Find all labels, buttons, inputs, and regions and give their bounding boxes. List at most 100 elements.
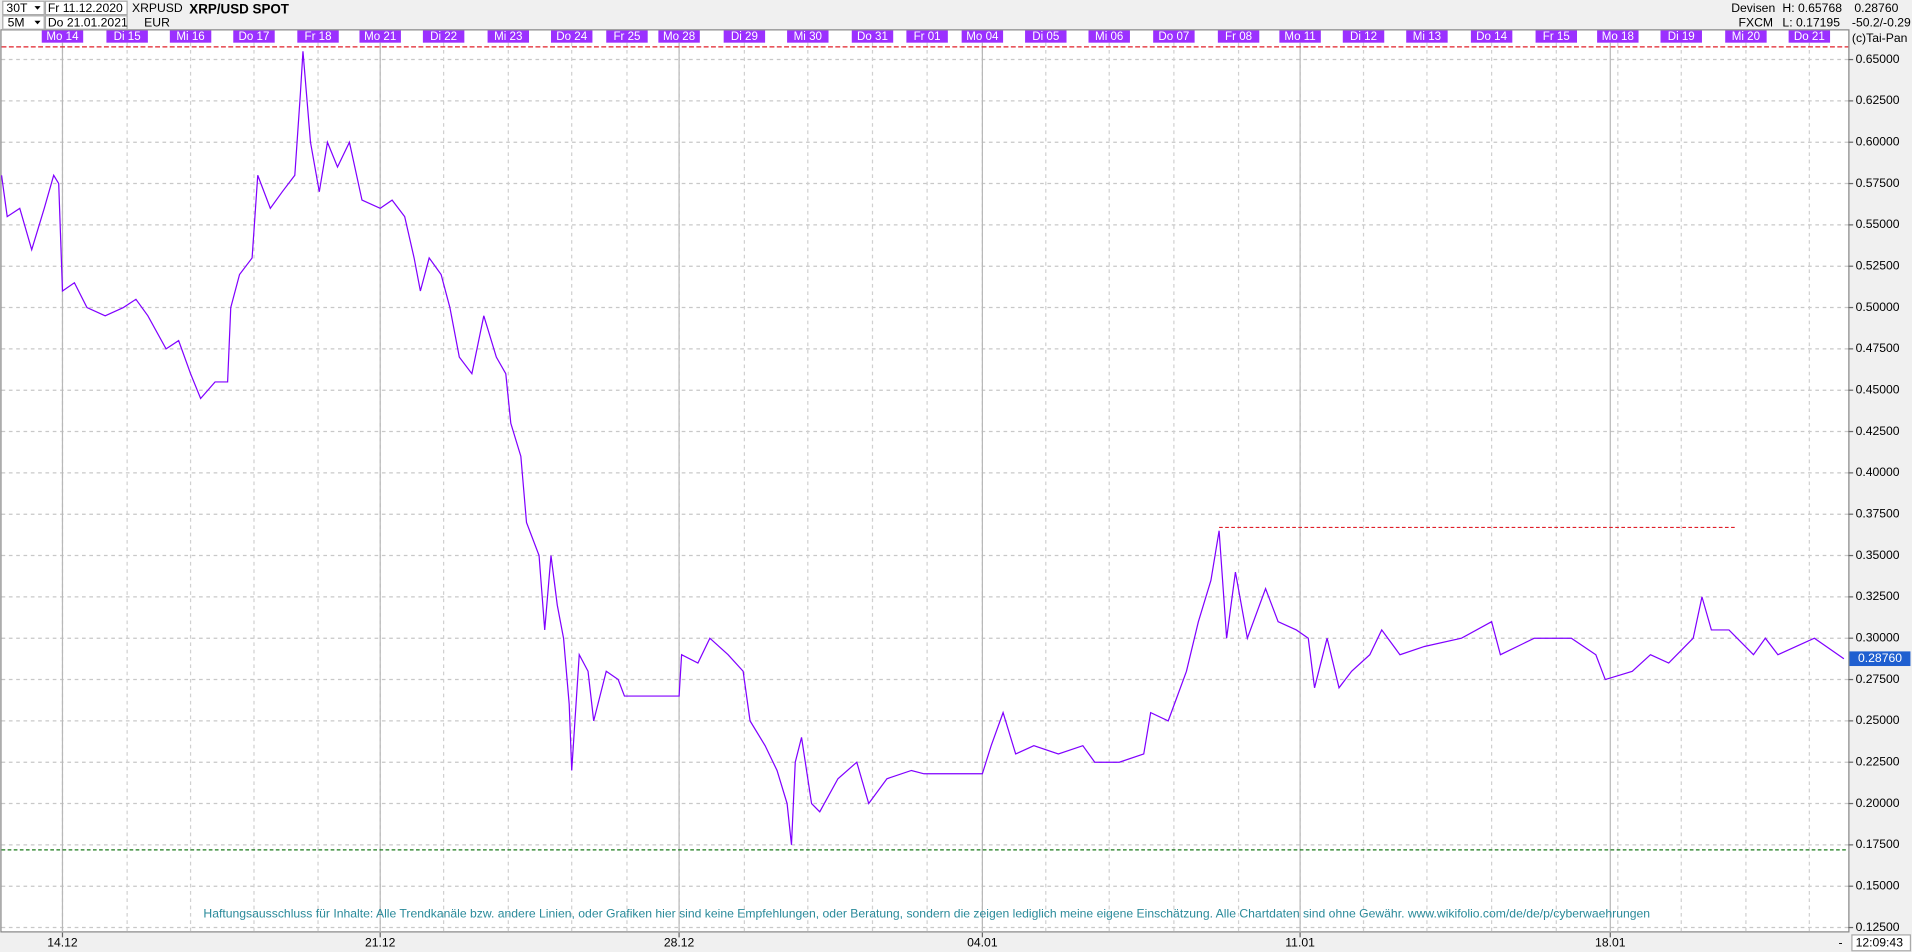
y-tick-label: 0.45000 bbox=[1856, 382, 1900, 396]
day-label-box bbox=[1217, 30, 1260, 43]
day-label: Mo 21 bbox=[364, 31, 396, 43]
day-label: Fr 08 bbox=[1225, 31, 1252, 43]
day-label: Mo 18 bbox=[1602, 31, 1634, 43]
corner-mark: - bbox=[1839, 936, 1843, 950]
x-tick-label: 28.12 bbox=[664, 936, 695, 950]
day-label: Mi 13 bbox=[1413, 31, 1441, 43]
day-label-box bbox=[851, 30, 894, 43]
start-date: Fr 11.12.2020 bbox=[48, 1, 123, 15]
day-label: Mo 28 bbox=[663, 31, 695, 43]
day-label: Fr 01 bbox=[914, 31, 941, 43]
x-tick-label: 04.01 bbox=[967, 936, 998, 950]
end-date: Do 21.01.2021 bbox=[48, 15, 128, 29]
y-tick-label: 0.17500 bbox=[1856, 837, 1900, 851]
y-tick-label: 0.30000 bbox=[1856, 630, 1900, 644]
day-label-box bbox=[1725, 30, 1767, 43]
day-label-box bbox=[359, 30, 401, 43]
day-label: Mi 20 bbox=[1732, 31, 1760, 43]
x-tick-label: 21.12 bbox=[365, 936, 396, 950]
day-label: Mo 04 bbox=[966, 31, 999, 43]
currency: EUR bbox=[144, 15, 170, 29]
day-label-box bbox=[1535, 30, 1578, 43]
day-label-box bbox=[422, 30, 465, 43]
y-tick-label: 0.27500 bbox=[1856, 672, 1900, 686]
day-label: Fr 25 bbox=[613, 31, 640, 43]
day-label-box bbox=[1342, 30, 1385, 43]
day-label: Mo 14 bbox=[46, 31, 79, 43]
day-label-box bbox=[1788, 30, 1831, 43]
day-label: Do 31 bbox=[857, 31, 888, 43]
day-label: Mi 30 bbox=[794, 31, 822, 43]
symbol: XRPUSD bbox=[132, 1, 183, 15]
day-label-box bbox=[723, 30, 766, 43]
copyright: (c)Tai-Pan bbox=[1852, 31, 1907, 45]
day-label-box bbox=[606, 30, 648, 43]
day-label-box bbox=[169, 30, 212, 43]
interval-box[interactable] bbox=[2, 0, 45, 16]
y-tick-label: 0.35000 bbox=[1856, 548, 1900, 562]
y-tick-label: 0.62500 bbox=[1856, 93, 1900, 107]
y-tick-label: 0.22500 bbox=[1856, 754, 1900, 768]
day-label: Di 15 bbox=[114, 31, 141, 43]
low-label: L: 0.17195 bbox=[1782, 15, 1840, 29]
dropdown-arrow bbox=[34, 20, 41, 25]
y-tick-label: 0.15000 bbox=[1856, 878, 1900, 892]
day-label: Di 19 bbox=[1668, 31, 1695, 43]
day-label-box bbox=[1597, 30, 1639, 43]
day-label: Do 24 bbox=[556, 31, 587, 43]
last-price-box bbox=[1849, 651, 1911, 667]
day-label-box bbox=[106, 30, 148, 43]
last-price-label: 0.28760 bbox=[1858, 651, 1902, 665]
y-tick-label: 0.40000 bbox=[1856, 465, 1900, 479]
day-label-box bbox=[1279, 30, 1321, 43]
x-tick-label: 14.12 bbox=[47, 936, 78, 950]
y-tick-label: 0.32500 bbox=[1856, 589, 1900, 603]
day-label-box bbox=[1470, 30, 1513, 43]
time: 12:09:43 bbox=[1856, 936, 1904, 950]
y-tick-label: 0.57500 bbox=[1856, 176, 1900, 190]
day-label-box bbox=[906, 30, 948, 43]
day-label-box bbox=[1088, 30, 1130, 43]
y-tick-label: 0.20000 bbox=[1856, 796, 1900, 810]
start-box bbox=[44, 0, 128, 16]
y-tick-label: 0.47500 bbox=[1856, 341, 1900, 355]
interval: 30T bbox=[6, 1, 28, 15]
time-box bbox=[1851, 934, 1912, 952]
y-tick-label: 0.65000 bbox=[1856, 52, 1900, 66]
day-label-box bbox=[1406, 30, 1448, 43]
dropdown-arrow bbox=[34, 6, 41, 10]
day-label-box bbox=[297, 30, 339, 43]
y-tick-label: 0.37500 bbox=[1856, 506, 1900, 520]
day-label-box bbox=[550, 30, 593, 43]
high-label: H: 0.65768 bbox=[1782, 1, 1842, 15]
day-label: Do 21 bbox=[1794, 31, 1825, 43]
day-label-box bbox=[961, 30, 1004, 43]
day-label: Fr 15 bbox=[1543, 31, 1570, 43]
day-label-box bbox=[1025, 30, 1067, 43]
source: FXCM bbox=[1739, 15, 1773, 29]
change: -50.2/-0.29 bbox=[1852, 15, 1911, 29]
day-label: Do 07 bbox=[1158, 31, 1189, 43]
chart-title: XRP/USD SPOT bbox=[189, 1, 290, 16]
day-label: Mo 11 bbox=[1284, 31, 1315, 43]
day-label-box bbox=[1153, 30, 1195, 43]
plot-area bbox=[0, 29, 1850, 933]
y-tick-label: 0.50000 bbox=[1856, 300, 1900, 314]
day-label: Fr 18 bbox=[305, 31, 332, 43]
day-label: Di 22 bbox=[430, 31, 457, 43]
day-label-box bbox=[41, 30, 84, 43]
day-label: Di 29 bbox=[731, 31, 758, 43]
day-label: Di 12 bbox=[1350, 31, 1377, 43]
x-tick-label: 11.01 bbox=[1285, 936, 1315, 950]
day-label: Mi 06 bbox=[1095, 31, 1123, 43]
y-tick-label: 0.25000 bbox=[1856, 713, 1900, 727]
day-label: Di 05 bbox=[1032, 31, 1059, 43]
day-label-box bbox=[1660, 30, 1702, 43]
last-value: 0.28760 bbox=[1854, 1, 1898, 15]
group: Devisen bbox=[1731, 1, 1775, 15]
disclaimer: Haftungsausschluss für Inhalte: Alle Tre… bbox=[203, 906, 1650, 920]
y-tick-label: 0.60000 bbox=[1856, 134, 1900, 148]
sub-interval-box[interactable] bbox=[2, 15, 45, 30]
